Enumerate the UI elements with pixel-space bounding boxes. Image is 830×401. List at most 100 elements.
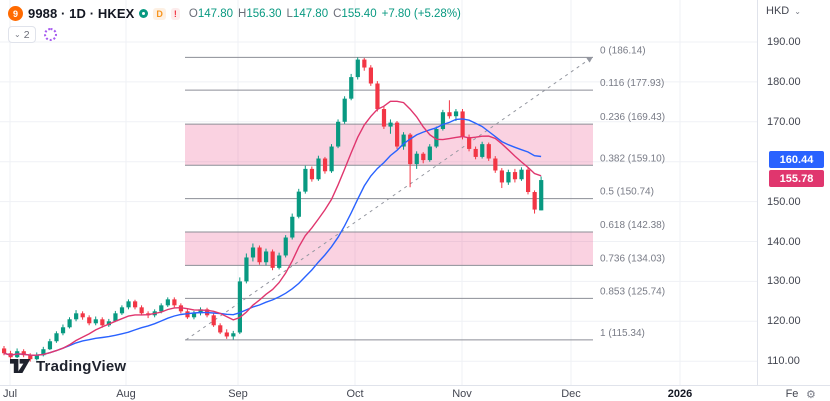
candle xyxy=(381,109,387,127)
currency-selector[interactable]: HKD ⌄ xyxy=(766,5,801,17)
candle xyxy=(159,305,164,312)
candle xyxy=(41,349,46,356)
symbol-title[interactable]: 9988 · 1D · HKEX xyxy=(28,6,135,21)
candle xyxy=(401,134,406,147)
low-value: 147.80 xyxy=(292,7,329,20)
open-label: O xyxy=(188,7,198,20)
candle xyxy=(139,307,144,314)
candle xyxy=(191,313,197,318)
candle xyxy=(467,136,472,149)
tradingview-logo-text: TradingView xyxy=(36,358,127,375)
candle xyxy=(388,122,393,127)
alert-badge[interactable]: ! xyxy=(170,7,180,20)
fib-level-label: 0.382 (159.10) xyxy=(600,153,665,164)
candle xyxy=(349,77,354,99)
candle xyxy=(113,313,118,322)
price-chart[interactable]: 0 (186.14) 0.116 (177.93) 0.236 (169.43) 0.… xyxy=(0,0,757,385)
candle xyxy=(100,319,105,326)
loading-loop-icon[interactable] xyxy=(43,28,57,41)
candle xyxy=(512,172,518,180)
candle xyxy=(532,192,537,210)
fib-level-label: 0.853 (125.74) xyxy=(600,286,665,297)
axis-settings-gear-icon[interactable]: ⚙ xyxy=(806,389,816,401)
indicators-collapse-button[interactable]: ⌄ 2 xyxy=(8,26,36,43)
candle xyxy=(28,355,33,360)
candle xyxy=(375,83,380,110)
chevron-down-icon: ⌄ xyxy=(794,6,801,16)
symbol-logo-icon: 9 xyxy=(8,6,23,21)
fib-level-label: 1 (115.34) xyxy=(600,328,645,339)
time-tick-label: Oct xyxy=(346,388,364,400)
price-tag: 160.44 xyxy=(769,151,824,169)
candle xyxy=(408,134,413,165)
candle xyxy=(499,170,504,183)
candle xyxy=(421,153,426,161)
price-tick-label: 190.00 xyxy=(767,36,801,48)
close-value: 155.40 xyxy=(341,7,377,20)
time-tick-label: Aug xyxy=(116,388,136,400)
candle xyxy=(87,317,92,324)
chevron-down-icon: ⌄ xyxy=(14,30,21,39)
open-value: 147.80 xyxy=(197,7,234,20)
candle xyxy=(133,301,138,308)
candle xyxy=(460,111,465,137)
candle xyxy=(329,146,334,172)
time-tick-label: Jul xyxy=(2,388,18,400)
candle xyxy=(322,158,328,172)
candle xyxy=(336,121,341,147)
candle xyxy=(493,158,498,171)
candle xyxy=(74,313,79,320)
candle xyxy=(126,301,131,308)
trend-line[interactable] xyxy=(185,56,593,341)
ma-line-slow xyxy=(3,118,542,356)
delayed-data-badge[interactable]: D xyxy=(153,7,166,20)
candle xyxy=(93,319,98,324)
candle xyxy=(231,333,236,337)
price-tick-label: 170.00 xyxy=(767,115,801,128)
candle xyxy=(211,315,216,326)
candle xyxy=(34,355,39,360)
candle xyxy=(316,158,321,180)
tradingview-logo[interactable]: TradingView xyxy=(10,358,126,375)
price-axis[interactable]: HKD ⌄ 190.00 180.00 170.00 150.00 140.00 130.… xyxy=(757,0,830,385)
fib-level-label: 0.5 (150.74) xyxy=(600,187,654,198)
candle xyxy=(257,247,262,263)
candle xyxy=(362,59,367,68)
change-value: +7.80 (+5.28%) xyxy=(381,7,461,20)
candle xyxy=(480,144,485,157)
fib-shaded-band xyxy=(185,124,593,166)
candle xyxy=(427,146,432,161)
candle xyxy=(506,172,511,183)
close-label: C xyxy=(333,7,342,20)
candle xyxy=(539,180,544,211)
candle xyxy=(119,307,125,314)
price-tick-label: 130.00 xyxy=(767,275,801,288)
market-status-icon[interactable] xyxy=(139,9,149,18)
candle xyxy=(395,122,400,147)
currency-label: HKD xyxy=(766,5,790,17)
candle xyxy=(47,341,53,350)
candle xyxy=(283,237,288,256)
candle xyxy=(290,216,295,238)
time-tick-label: Dec xyxy=(561,388,581,400)
candle xyxy=(414,153,419,165)
candle xyxy=(250,247,256,258)
candle xyxy=(237,281,242,333)
candle xyxy=(303,168,308,192)
candle xyxy=(486,144,491,159)
candle xyxy=(296,191,301,217)
candle xyxy=(244,257,249,282)
candle xyxy=(60,327,66,334)
candle xyxy=(21,351,26,356)
candle xyxy=(368,67,373,84)
price-tick-label: 140.00 xyxy=(767,235,801,248)
fib-level-label: 0.736 (134.03) xyxy=(600,253,665,264)
candle xyxy=(434,128,439,147)
time-axis[interactable]: Jul Aug Sep Oct Nov Dec 2026 Fe ⚙ xyxy=(0,385,830,401)
time-tick-label: Fe xyxy=(785,388,799,400)
candle xyxy=(270,251,275,268)
candle xyxy=(80,313,85,318)
symbol-legend: 9 9988 · 1D · HKEX D ! O147.80 H156.30 L… xyxy=(8,5,461,43)
ma-line-fast xyxy=(3,100,542,356)
candle xyxy=(218,325,223,333)
